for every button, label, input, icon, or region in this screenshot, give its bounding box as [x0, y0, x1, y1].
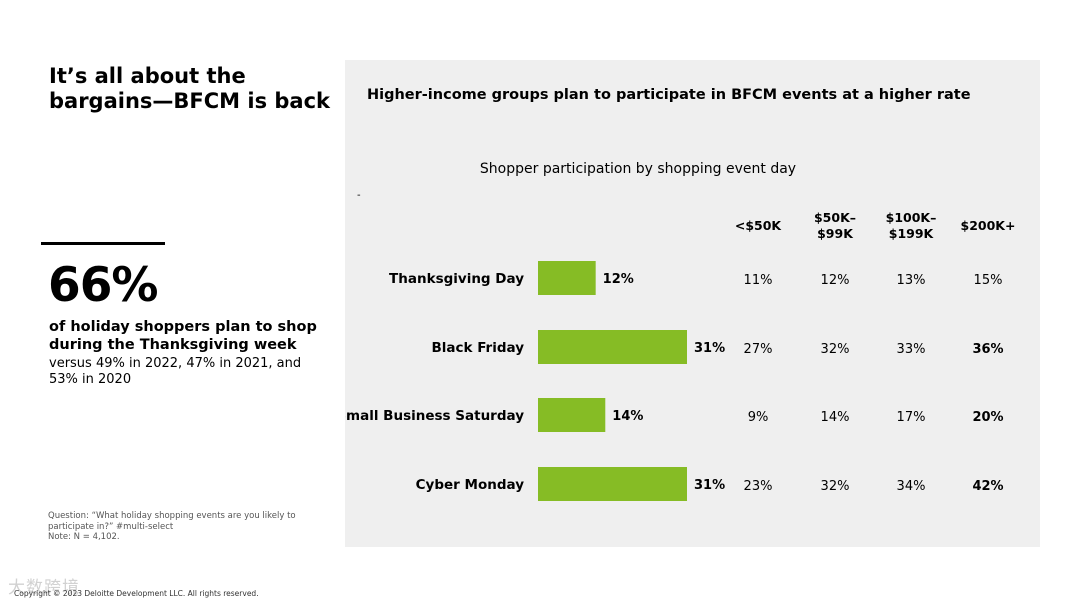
table-cell: 27%	[744, 342, 773, 357]
table-cell: 11%	[744, 273, 773, 288]
stat-description: of holiday shoppers plan to shop during …	[49, 319, 317, 353]
table-cell: 42%	[972, 479, 1003, 494]
table-cell: 23%	[744, 479, 773, 494]
table-cell: 14%	[821, 410, 850, 425]
table-cell: 17%	[897, 410, 926, 425]
table-cell: 15%	[974, 273, 1003, 288]
category-label-small-business-saturday: Small Business Saturday	[345, 408, 524, 424]
category-label-black-friday: Black Friday	[431, 340, 524, 356]
copyright: Copyright © 2023 Deloitte Development LL…	[14, 589, 259, 598]
column-header: $200K+	[961, 218, 1016, 233]
stray-dash: -	[357, 190, 361, 201]
bar-value-label: 14%	[612, 409, 643, 424]
column-header: <$50K	[735, 218, 783, 233]
column-header: $199K	[889, 226, 935, 241]
table-cell: 13%	[897, 273, 926, 288]
bar-value-label: 12%	[603, 272, 634, 287]
table-cell: 34%	[897, 479, 926, 494]
bar-cyber-monday	[538, 467, 687, 501]
footnote: Question: “What holiday shopping events …	[48, 511, 333, 543]
slide-title: It’s all about the bargains—BFCM is back	[49, 64, 331, 113]
panel-title: Higher-income groups plan to participate…	[367, 87, 971, 103]
table-cell: 20%	[972, 410, 1003, 425]
footnote-question: Question: “What holiday shopping events …	[48, 511, 296, 532]
table-cell: 12%	[821, 273, 850, 288]
bar-black-friday	[538, 330, 687, 364]
bar-thanksgiving-day	[538, 261, 596, 295]
bar-value-label: 31%	[694, 341, 725, 356]
category-label-thanksgiving-day: Thanksgiving Day	[389, 271, 524, 287]
column-header: $99K	[817, 226, 854, 241]
column-header: $100K–	[886, 210, 937, 225]
bar-small-business-saturday	[538, 398, 606, 432]
table-cell: 33%	[897, 342, 926, 357]
bar-value-label: 31%	[694, 478, 725, 493]
participation-chart: Thanksgiving Day 12% Black Friday 31% Small …	[345, 210, 1016, 501]
divider-rule	[41, 242, 165, 245]
headline-stat: 66%	[48, 258, 158, 313]
category-label-cyber-monday: Cyber Monday	[416, 477, 525, 493]
table-cell: 32%	[821, 479, 850, 494]
chart-panel: Higher-income groups plan to participate…	[345, 60, 1040, 547]
chart-title: Shopper participation by shopping event …	[479, 161, 797, 177]
table-cell: 32%	[821, 342, 850, 357]
column-header: $50K–	[814, 210, 856, 225]
watermark: 大数跨境	[8, 578, 80, 598]
footnote-sample: Note: N = 4,102.	[48, 532, 120, 542]
table-cell: 36%	[972, 342, 1003, 357]
stat-comparison: versus 49% in 2022, 47% in 2021, and 53%…	[49, 356, 302, 387]
table-cell: 9%	[748, 410, 769, 425]
